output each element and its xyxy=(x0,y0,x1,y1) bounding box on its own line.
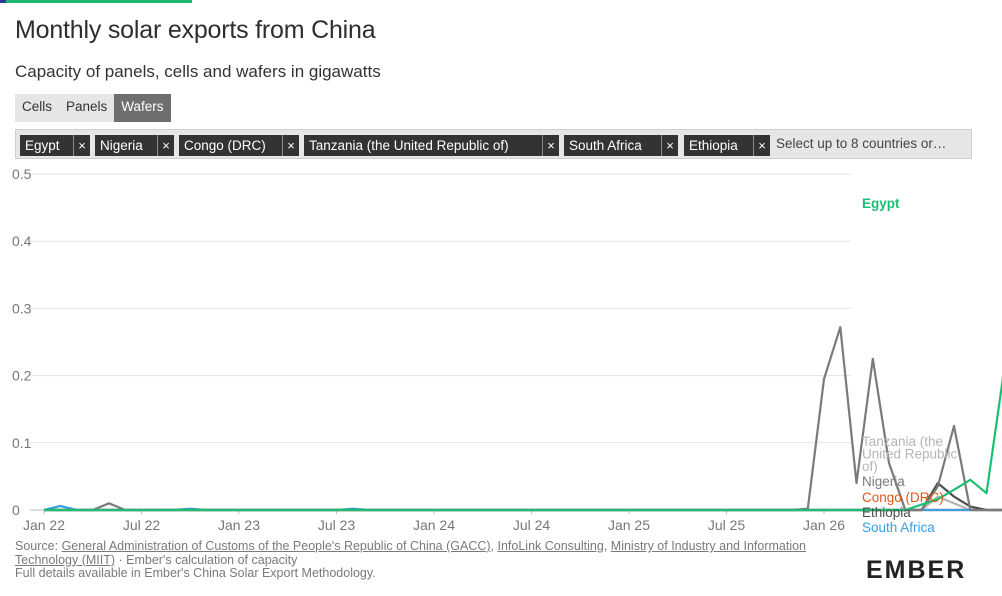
chip-congo: Congo (DRC) × xyxy=(179,135,299,156)
series-line-egypt xyxy=(44,375,1002,512)
source-prefix: Source: xyxy=(15,539,62,553)
series-label: of) xyxy=(862,459,878,474)
x-tick-label: Jul 24 xyxy=(513,517,551,533)
x-tick-label: Jul 22 xyxy=(123,517,161,533)
x-tick-label: Jul 25 xyxy=(708,517,746,533)
chip-label: Nigeria xyxy=(100,138,143,153)
product-tabs: Cells Panels Wafers xyxy=(15,94,171,122)
source-note: Source: General Administration of Custom… xyxy=(15,539,845,581)
source-link-gacc[interactable]: General Administration of Customs of the… xyxy=(61,539,491,553)
tab-cells[interactable]: Cells xyxy=(22,99,53,114)
source-link-infolink[interactable]: InfoLink Consulting xyxy=(497,539,604,553)
y-tick-label: 0.1 xyxy=(12,435,32,451)
x-tick-label: Jan 22 xyxy=(23,517,65,533)
close-icon[interactable]: × xyxy=(282,135,299,156)
y-tick-label: 0.5 xyxy=(12,166,32,182)
accent-bar xyxy=(0,0,192,3)
series-line-ethiopia xyxy=(44,482,1002,512)
source-separator: , xyxy=(490,539,498,553)
ember-logo: EMBER xyxy=(866,556,967,584)
x-tick-label: Jan 25 xyxy=(608,517,650,533)
x-tick-label: Jan 23 xyxy=(218,517,260,533)
series-label: Ethiopia xyxy=(862,505,911,520)
tab-panels[interactable]: Panels xyxy=(66,99,108,114)
source-separator: , xyxy=(603,539,611,553)
series-label: Nigeria xyxy=(862,474,905,489)
chart-title: Monthly solar exports from China xyxy=(15,16,376,44)
series-line-nigeria xyxy=(44,326,1002,512)
chart-subtitle: Capacity of panels, cells and wafers in … xyxy=(15,62,381,81)
tab-wafers[interactable]: Wafers xyxy=(114,94,171,122)
chip-label: South Africa xyxy=(569,138,642,153)
y-tick-label: 0.4 xyxy=(12,233,32,249)
x-tick-label: Jan 26 xyxy=(803,517,845,533)
x-tick-label: Jan 24 xyxy=(413,517,455,533)
country-filter[interactable]: Egypt × Nigeria × Congo (DRC) × Tanzania… xyxy=(15,129,972,159)
chip-label: Congo (DRC) xyxy=(184,138,266,153)
chip-label: Ethiopia xyxy=(689,138,738,153)
close-icon[interactable]: × xyxy=(73,135,90,156)
gridlines xyxy=(30,173,851,514)
close-icon[interactable]: × xyxy=(753,135,770,156)
chip-egypt: Egypt × xyxy=(20,135,90,156)
close-icon[interactable]: × xyxy=(157,135,174,156)
series-lines xyxy=(43,326,1002,512)
chip-label: Tanzania (the United Republic of) xyxy=(309,138,509,153)
source-suffix: · Ember's calculation of capacity xyxy=(115,552,298,567)
series-label: Egypt xyxy=(862,196,900,211)
methodology-note: Full details available in Ember's China … xyxy=(15,566,376,580)
chip-tanzania: Tanzania (the United Republic of) × xyxy=(304,135,559,156)
source-link-miit[interactable]: Ministry of Industry and Information Tec… xyxy=(15,539,807,567)
chip-nigeria: Nigeria × xyxy=(95,135,174,156)
y-tick-label: 0 xyxy=(12,502,20,518)
accent-bar-dark xyxy=(0,0,6,3)
axis-labels: 0 0.1 0.2 0.3 0.4 0.5 Jan 22 Jul 22 Jan 23 Jul 23… xyxy=(12,166,845,533)
country-search-input[interactable]: Select up to 8 countries or… xyxy=(776,136,947,151)
series-label: United Republic xyxy=(862,447,958,462)
series-label: Tanzania (the xyxy=(862,434,943,449)
y-tick-label: 0.2 xyxy=(12,368,32,384)
chip-south-africa: South Africa × xyxy=(564,135,678,156)
series-label: Congo (DRC) xyxy=(862,490,944,505)
chip-ethiopia: Ethiopia × xyxy=(684,135,770,156)
close-icon[interactable]: × xyxy=(661,135,678,156)
chip-label: Egypt xyxy=(25,138,60,153)
y-tick-label: 0.3 xyxy=(12,300,32,316)
line-chart: 0 0.1 0.2 0.3 0.4 0.5 Jan 22 Jul 22 Jan 23 Jul 23… xyxy=(12,166,1002,535)
x-tick-label: Jul 23 xyxy=(318,517,356,533)
series-label: South Africa xyxy=(862,520,935,535)
close-icon[interactable]: × xyxy=(542,135,559,156)
